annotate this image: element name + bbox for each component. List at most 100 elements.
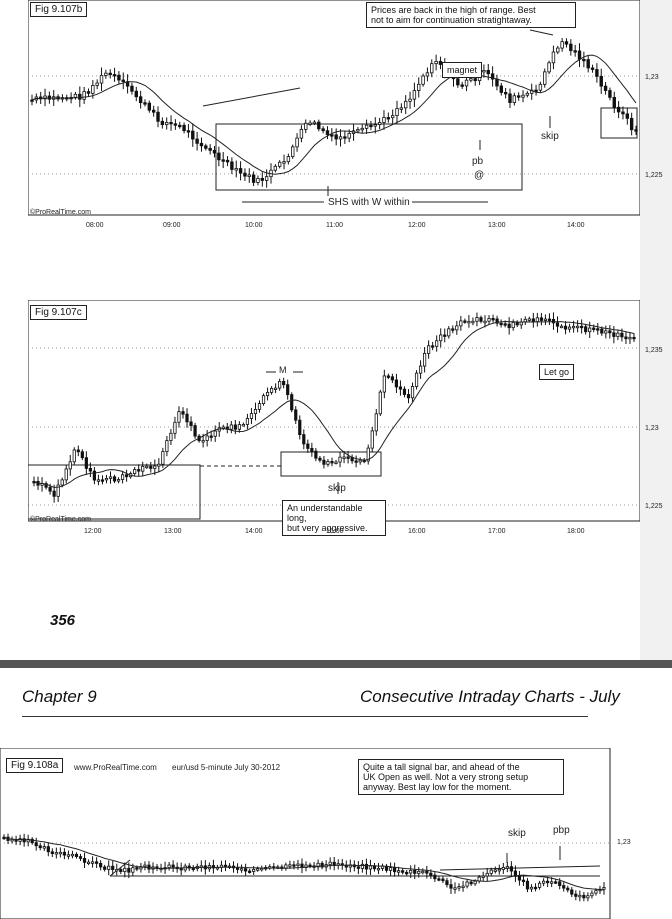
candle-body — [288, 864, 292, 867]
chart-9-107b-canvas — [28, 0, 640, 216]
candle-body — [533, 886, 538, 890]
candle-body — [516, 95, 521, 98]
candle-body — [433, 874, 437, 880]
candle-body — [421, 75, 425, 85]
candle-body — [497, 869, 501, 872]
candle-body — [318, 457, 322, 461]
candle-body — [621, 111, 625, 115]
candle-body — [328, 861, 332, 865]
chapter-header-right: Consecutive Intraday Charts - July — [360, 687, 620, 706]
y-tick: 1,225 — [645, 503, 663, 510]
trend-line — [439, 865, 601, 871]
candle-body — [229, 424, 233, 430]
candle-body — [382, 375, 386, 393]
candle-body — [38, 845, 42, 849]
candle-body — [191, 867, 195, 871]
candle-body — [86, 861, 91, 865]
candle-body — [58, 851, 62, 855]
candle-body — [156, 111, 160, 122]
candle-body — [388, 867, 393, 871]
candle-body — [513, 870, 518, 877]
candle-body — [582, 894, 586, 899]
candle-body — [486, 69, 490, 75]
candle-body — [481, 875, 485, 878]
note-line: Prices are back in the high of range. Be… — [371, 5, 536, 15]
candle-body — [604, 330, 608, 334]
candle-body — [251, 174, 256, 183]
candle-body — [398, 386, 403, 390]
at-symbol-label: @ — [474, 170, 485, 181]
candle-body — [431, 345, 435, 348]
candle-body — [467, 320, 471, 324]
candle-body — [507, 323, 511, 329]
candle-body — [294, 409, 298, 421]
x-tick: 13:00 — [164, 528, 182, 535]
candle-body — [223, 864, 228, 868]
m-pattern-label: M — [279, 365, 287, 375]
x-tick: 12:00 — [84, 528, 102, 535]
candle-body — [167, 864, 171, 868]
candle-body — [173, 421, 177, 434]
candle-body — [117, 74, 121, 81]
candle-body — [368, 865, 373, 870]
candle-body — [569, 43, 573, 52]
candle-body — [554, 881, 558, 884]
candle-body — [632, 336, 636, 340]
candle-body — [517, 875, 522, 881]
candle-body — [401, 870, 405, 873]
range-line — [109, 859, 131, 877]
candle-body — [282, 381, 286, 386]
candle-body — [264, 176, 269, 181]
note-line: anyway. Best lay low for the moment. — [363, 782, 512, 792]
y-tick: 1,23 — [645, 74, 659, 81]
chapter-header-left: Chapter 9 — [22, 687, 97, 706]
candle-body — [235, 867, 240, 870]
candle-body — [147, 864, 151, 870]
candle-body — [253, 409, 258, 415]
candle-body — [64, 468, 68, 481]
candle-body — [595, 69, 599, 77]
candle-body — [535, 317, 539, 323]
candle-body — [252, 869, 256, 872]
candle-body — [364, 124, 369, 129]
candle-body — [201, 440, 205, 443]
candle-body — [76, 449, 80, 453]
candle-body — [586, 59, 590, 69]
candle-body — [634, 129, 638, 132]
y-tick: 1,23 — [617, 839, 631, 846]
note-line: not to aim for continuation stratightawa… — [371, 15, 532, 25]
candle-body — [343, 136, 347, 139]
candle-body — [308, 122, 312, 125]
candle-body — [189, 421, 193, 426]
candle-body — [145, 465, 149, 469]
candle-body — [499, 322, 503, 326]
x-tick: 11:00 — [326, 222, 343, 229]
candle-body — [356, 129, 360, 132]
candle-body — [503, 92, 508, 95]
candle-body — [127, 867, 131, 873]
candle-body — [386, 375, 390, 378]
candle-body — [273, 165, 278, 171]
range-box — [280, 451, 382, 477]
candle-body — [241, 424, 245, 427]
candle-body — [570, 889, 574, 895]
candle-body — [282, 161, 286, 164]
candle-body — [573, 50, 577, 53]
candle-body — [171, 864, 175, 868]
candle-body — [100, 479, 105, 482]
candle-body — [538, 83, 543, 91]
chart-frame — [28, 300, 640, 522]
candle-body — [483, 320, 487, 324]
candle-body — [295, 137, 299, 148]
candle-body — [541, 880, 546, 884]
x-tick: 08:00 — [86, 222, 104, 229]
candle-body — [571, 325, 576, 329]
candle-body — [208, 147, 212, 151]
candle-body — [417, 870, 421, 874]
candle-body — [133, 469, 137, 474]
y-tick: 1,23 — [645, 425, 659, 432]
candle-body — [592, 327, 596, 330]
candle-body — [73, 93, 78, 98]
candle-body — [245, 418, 250, 425]
candle-body — [495, 318, 499, 324]
